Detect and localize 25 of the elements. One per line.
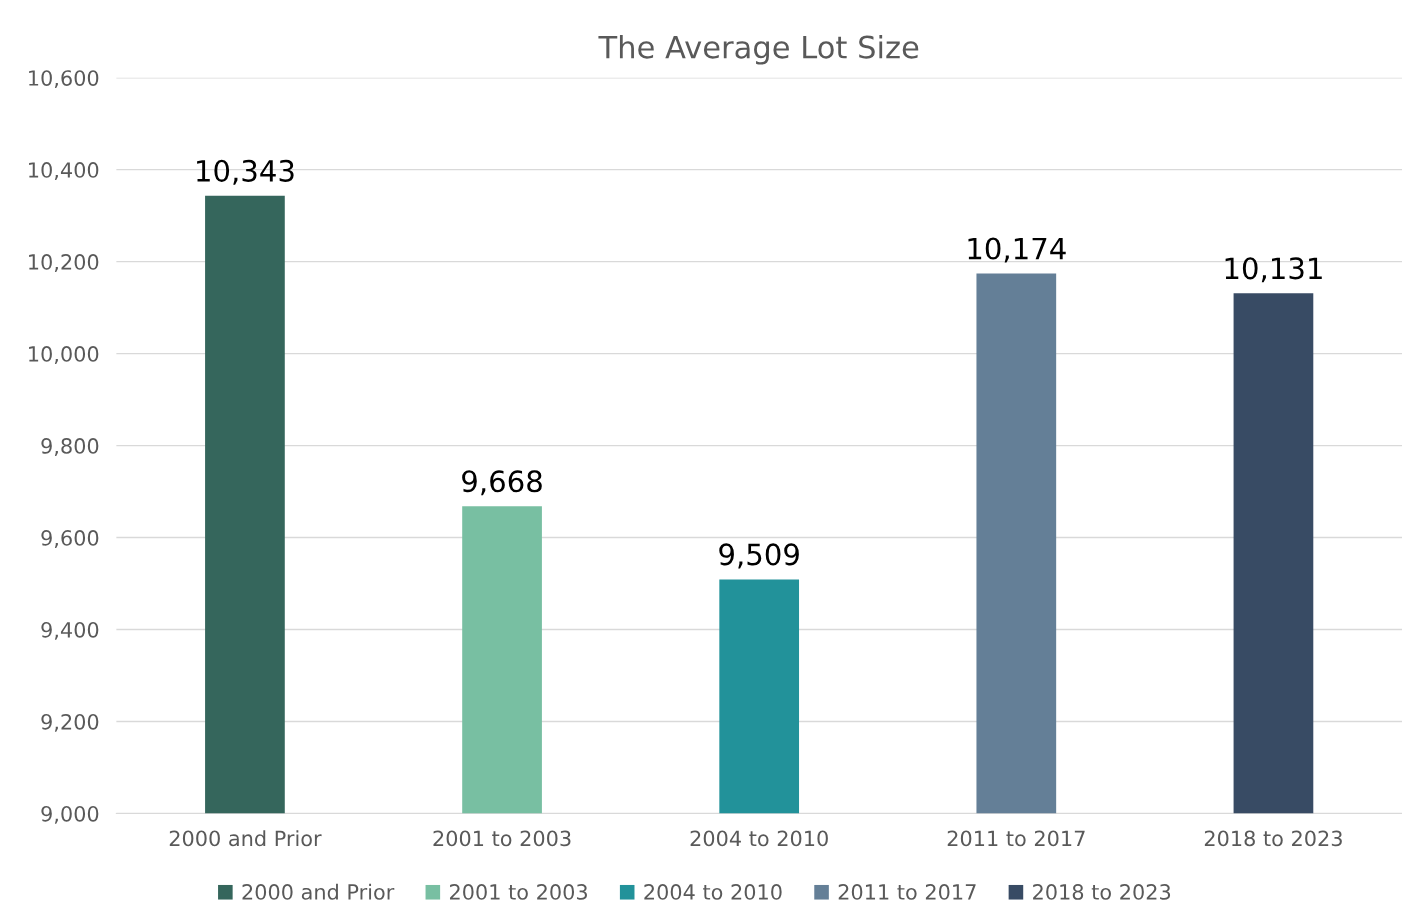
x-tick-label: 2000 and Prior [169,830,322,847]
y-tick-label: 9,800 [41,438,99,456]
x-tick-label: 2011 to 2017 [947,830,1085,847]
y-tick-label: 9,200 [41,713,99,732]
data-label: 10,131 [1225,257,1322,283]
legend-label: 2001 to 2003 [449,884,587,900]
data-label: 9,668 [462,470,542,496]
chart-title: The Average Lot Size [598,35,919,65]
legend-label: 2011 to 2017 [838,884,976,900]
legend-label: 2000 and Prior [242,883,395,900]
x-tick-label: 2001 to 2003 [433,830,571,847]
data-label: 9,509 [719,543,799,569]
y-tick-label: 9,400 [41,621,99,640]
y-tick-label: 10,400 [29,162,99,180]
y-tick-label: 10,600 [29,70,99,89]
legend-label: 2018 to 2023 [1033,884,1171,900]
y-tick-label: 9,600 [41,530,99,548]
x-tick-label: 2004 to 2010 [690,830,828,847]
x-tick-label: 2018 to 2023 [1204,830,1342,847]
y-tick-label: 10,000 [29,346,99,364]
data-label: 10,174 [968,237,1066,263]
data-label: 10,343 [197,159,294,185]
y-tick-label: 10,200 [29,254,99,272]
legend-label: 2004 to 2010 [644,884,782,900]
y-tick-label: 9,000 [41,805,99,824]
